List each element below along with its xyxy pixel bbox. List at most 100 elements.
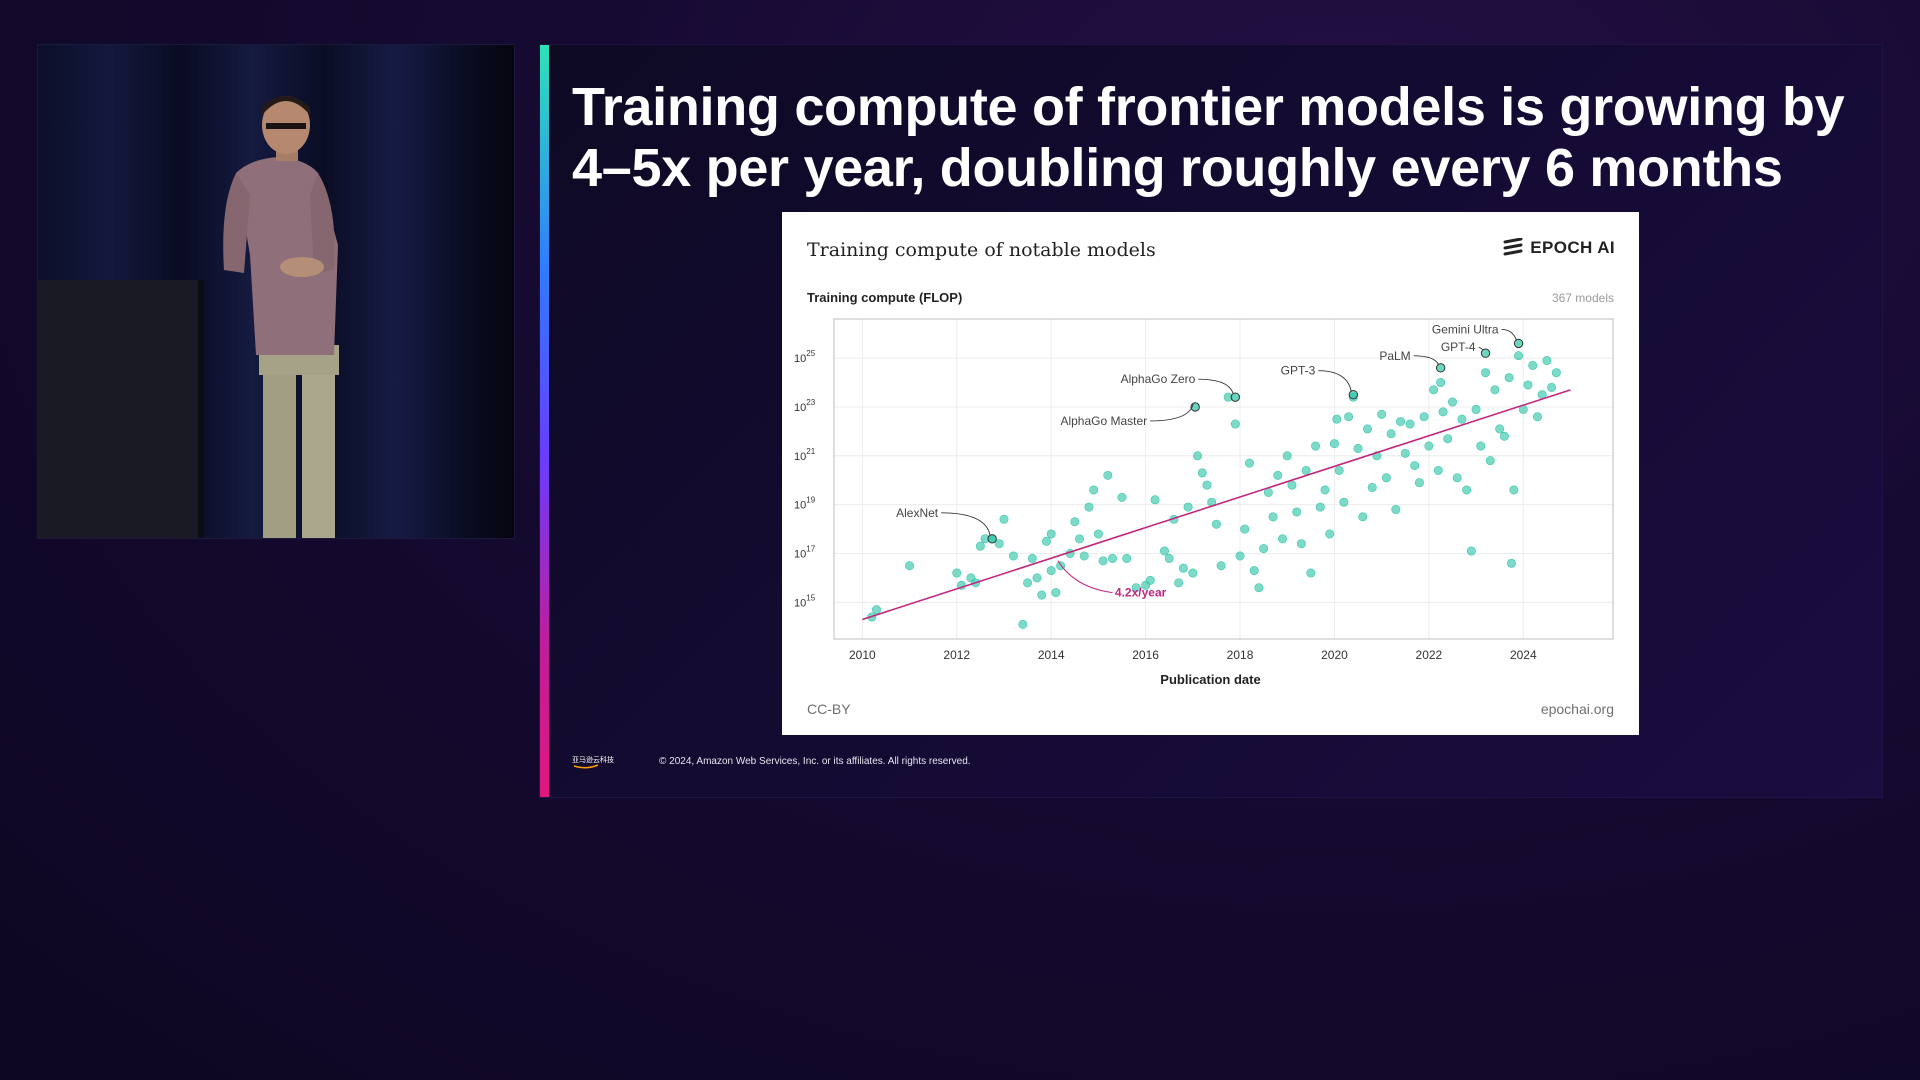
data-point bbox=[1122, 553, 1132, 563]
data-point bbox=[1046, 566, 1056, 576]
brand-name: EPOCH AI bbox=[1530, 238, 1615, 257]
data-point bbox=[1532, 412, 1542, 422]
trend-label: 4.2x/year bbox=[1115, 586, 1167, 600]
plot-frame bbox=[833, 318, 1614, 640]
data-point bbox=[1506, 558, 1516, 568]
data-point bbox=[1504, 373, 1514, 383]
data-point bbox=[1197, 468, 1207, 478]
data-point bbox=[1320, 485, 1330, 495]
data-point bbox=[1311, 441, 1321, 451]
data-point bbox=[952, 568, 962, 578]
model-count: 367 models bbox=[1551, 291, 1614, 305]
source-link[interactable]: epochai.org bbox=[1540, 701, 1614, 717]
data-point bbox=[1216, 561, 1226, 571]
data-point bbox=[1377, 409, 1387, 419]
data-point bbox=[1008, 551, 1018, 561]
annotated-point bbox=[1480, 348, 1491, 358]
data-point bbox=[1027, 553, 1037, 563]
scatter-plot: 2010 2012 2014 2016 2018 2020 2022 2024 1015 1017… bbox=[794, 318, 1614, 662]
data-point bbox=[1159, 546, 1169, 556]
trend-line bbox=[862, 389, 1571, 621]
data-point bbox=[1528, 360, 1538, 370]
slide-title: Training compute of frontier models is g… bbox=[572, 77, 1845, 198]
data-point bbox=[1358, 512, 1368, 522]
data-point bbox=[1362, 424, 1372, 434]
y-tick-label: 1015 bbox=[794, 593, 816, 609]
data-point bbox=[1211, 519, 1221, 529]
copyright-text: © 2024, Amazon Web Services, Inc. or its… bbox=[659, 756, 971, 767]
data-point bbox=[999, 514, 1009, 524]
data-point bbox=[1315, 502, 1325, 512]
data-point bbox=[1273, 470, 1283, 480]
annotation-leader bbox=[1413, 355, 1440, 366]
data-point bbox=[1041, 536, 1051, 546]
x-tick-label: 2010 bbox=[849, 648, 876, 662]
data-point bbox=[1452, 473, 1462, 483]
data-point bbox=[1089, 485, 1099, 495]
presentation-slide: Training compute of frontier models is g… bbox=[539, 44, 1883, 798]
chart-title: Training compute of notable models bbox=[807, 239, 1156, 261]
data-point bbox=[1075, 534, 1085, 544]
annotated-point bbox=[1230, 392, 1241, 402]
data-point bbox=[1438, 407, 1448, 417]
data-point bbox=[1178, 563, 1188, 573]
presenter-figure bbox=[38, 45, 514, 538]
data-point bbox=[1332, 414, 1342, 424]
data-point bbox=[1344, 412, 1354, 422]
chart-card: Training compute of notable models EPOCH… bbox=[782, 212, 1639, 735]
data-point bbox=[1240, 524, 1250, 534]
x-axis-label: Publication date bbox=[1160, 672, 1261, 687]
x-tick-label: 2024 bbox=[1510, 648, 1537, 662]
data-point bbox=[1329, 439, 1339, 449]
data-point bbox=[1386, 429, 1396, 439]
data-point bbox=[1400, 448, 1410, 458]
data-point bbox=[1542, 356, 1552, 366]
data-point bbox=[1296, 539, 1306, 549]
data-point bbox=[975, 541, 985, 551]
data-point bbox=[1471, 404, 1481, 414]
data-point bbox=[1278, 534, 1288, 544]
data-point bbox=[1462, 485, 1472, 495]
trend-label-leader bbox=[1057, 560, 1113, 594]
data-point bbox=[1495, 424, 1505, 434]
data-point bbox=[1131, 583, 1141, 593]
x-tick-label: 2014 bbox=[1038, 648, 1065, 662]
y-tick-label: 1025 bbox=[794, 349, 816, 365]
data-point bbox=[1523, 380, 1533, 390]
data-point bbox=[1070, 517, 1080, 527]
annotation-label: PaLM bbox=[1379, 349, 1410, 363]
data-point bbox=[1547, 382, 1557, 392]
data-point bbox=[1093, 529, 1103, 539]
annotation-label: AlexNet bbox=[896, 506, 939, 520]
data-point bbox=[1466, 546, 1476, 556]
data-point bbox=[1188, 568, 1198, 578]
data-point bbox=[1367, 483, 1377, 493]
data-point bbox=[1292, 507, 1302, 517]
data-point bbox=[1051, 588, 1061, 598]
data-point bbox=[1353, 443, 1363, 453]
data-point bbox=[1235, 551, 1245, 561]
annotation-label: AlphaGo Master bbox=[1060, 414, 1147, 428]
y-tick-label: 1021 bbox=[794, 447, 816, 463]
data-point bbox=[1490, 385, 1500, 395]
data-point bbox=[1103, 470, 1113, 480]
data-point bbox=[1334, 465, 1344, 475]
data-point bbox=[1424, 441, 1434, 451]
data-point bbox=[1301, 465, 1311, 475]
data-point bbox=[1108, 553, 1118, 563]
data-point bbox=[1509, 485, 1519, 495]
data-point bbox=[1396, 417, 1406, 427]
data-point bbox=[1391, 505, 1401, 515]
annotation-leader bbox=[1198, 378, 1234, 395]
data-point bbox=[1202, 480, 1212, 490]
data-point bbox=[1117, 492, 1127, 502]
annotation-label: Gemini Ultra bbox=[1432, 322, 1499, 336]
data-point bbox=[1046, 529, 1056, 539]
x-tick-label: 2012 bbox=[943, 648, 970, 662]
data-point bbox=[1230, 419, 1240, 429]
data-point bbox=[1419, 412, 1429, 422]
data-point bbox=[905, 561, 915, 571]
data-point bbox=[1164, 553, 1174, 563]
data-point bbox=[1018, 619, 1028, 629]
annotation-leader bbox=[1478, 346, 1484, 351]
